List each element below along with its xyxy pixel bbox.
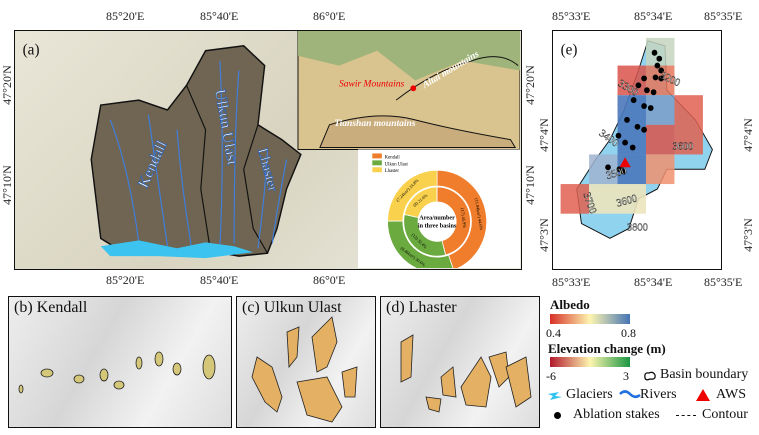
ablation-stake — [615, 132, 622, 139]
a-bottom-tick: 85°20'E — [106, 273, 145, 287]
ablation-stake — [641, 103, 647, 110]
a-bottom-tick: 86°0'E — [313, 273, 346, 287]
svg-text:3800: 3800 — [627, 222, 648, 233]
ablation-stake — [652, 74, 659, 81]
donut-legend: Kendall Ulkun Ulast Lhaster — [372, 153, 408, 174]
ablation-stake — [651, 49, 658, 56]
panel-c-label: (c) Ulkun Ulast — [242, 299, 342, 316]
panel-a-map: Kendall Ulkun Ulast Lhaster (a) Sawir Mo… — [14, 30, 522, 270]
panel-b-map: (b) Kendall — [8, 296, 232, 428]
a-top-tick: 85°20'E — [106, 9, 145, 23]
ablation-stake — [634, 123, 641, 130]
albedo-title: Albedo — [550, 297, 590, 312]
e-bottom-tick: 85°34'E — [634, 275, 673, 289]
glaciers-icon — [548, 392, 562, 400]
panel-d-label: (d) Lhaster — [386, 299, 457, 316]
panel-e-label: (e) — [561, 41, 578, 58]
albedo-max: 0.8 — [621, 326, 636, 340]
ablation-stake — [620, 168, 627, 175]
e-right-tick: 47°4'N — [741, 105, 755, 165]
e-left-tick: 47°3'N — [537, 205, 551, 265]
ablation-stake — [647, 105, 654, 111]
albedo-min: 0.4 — [546, 326, 561, 340]
ablation-stake — [635, 82, 642, 89]
ablation-stake — [641, 75, 647, 82]
ablation-stake — [644, 87, 650, 94]
donut-center-1: Area/number — [419, 215, 455, 222]
donut-inner-slice — [436, 186, 471, 256]
donut-center-2: in three basins — [418, 222, 457, 229]
inset-label-tianshan: Tianshan mountains — [334, 118, 416, 129]
ablation-stake-icon — [554, 412, 561, 419]
elev-max: 3 — [623, 369, 629, 383]
panel-c-map: (c) Ulkun Ulast — [236, 296, 376, 428]
glaciers-label: Glaciers — [566, 387, 613, 402]
panel-b-label: (b) Kendall — [14, 299, 88, 316]
aws-label: AWS — [716, 387, 746, 402]
aws-marker — [619, 157, 631, 168]
a-right-tick: 47°10'N — [523, 155, 537, 215]
ablation-stake — [629, 144, 636, 151]
a-left-tick: 47°10'N — [0, 155, 14, 215]
svg-text:Lhaster: Lhaster — [385, 169, 400, 174]
inset-label-sawir: Sawir Mountains — [339, 78, 405, 89]
ablation-stake — [605, 164, 611, 171]
svg-text:Kendall: Kendall — [385, 155, 401, 160]
contour-label: Contour — [702, 407, 748, 422]
donut-outer-slice — [387, 169, 438, 222]
a-bottom-tick: 85°40'E — [200, 273, 239, 287]
e-bottom-tick: 85°35'E — [704, 275, 743, 289]
e-top-tick: 85°35'E — [704, 9, 743, 23]
panel-e-map: 3200 3300 3400 3500 3600 3600 3700 3800 … — [552, 30, 722, 270]
ablation-stake — [650, 89, 657, 96]
svg-text:3600: 3600 — [673, 141, 694, 152]
panel-d-map: (d) Lhaster — [380, 296, 540, 428]
donut-inner-slice — [404, 186, 438, 218]
location-inset: Sawir Mountains Altai mountains Tianshan… — [297, 31, 520, 150]
ablation-stake — [656, 55, 663, 62]
a-top-tick: 86°0'E — [313, 9, 346, 23]
e-left-tick: 47°4'N — [537, 105, 551, 165]
ablation-stake — [622, 139, 628, 146]
ablation-stakes-label: Ablation stakes — [573, 407, 660, 422]
ablation-stake — [658, 67, 665, 74]
a-left-tick: 47°20'N — [0, 55, 14, 115]
donut-outer-label: (11.84km²) 44.6% — [474, 198, 484, 231]
donut-inner-label: (17) 45.9% — [460, 208, 467, 229]
basin-area — [90, 45, 302, 257]
aws-icon — [696, 389, 710, 401]
ablation-stake — [641, 126, 647, 133]
rivers-label: Rivers — [640, 387, 677, 402]
elev-title: Elevation change (m) — [548, 341, 666, 356]
donut-outer-slice — [436, 169, 487, 268]
rivers-icon — [619, 390, 641, 398]
svg-text:Ulkun Ulast: Ulkun Ulast — [385, 162, 409, 167]
e-top-tick: 85°33'E — [552, 9, 591, 23]
e-bottom-tick: 85°33'E — [552, 275, 591, 289]
donut-chart: (11.84km²) 44.6%(8.46km²) 30.6%(7.24km²)… — [387, 169, 487, 268]
e-right-tick: 47°3'N — [741, 205, 755, 265]
a-right-tick: 47°20'N — [523, 55, 537, 115]
elev-colorbar — [550, 357, 630, 367]
a-top-tick: 85°40'E — [200, 9, 239, 23]
ablation-stake — [630, 97, 637, 104]
panel-a-label: (a) — [23, 41, 40, 58]
elev-min: -6 — [546, 369, 556, 383]
e-top-tick: 85°34'E — [634, 9, 673, 23]
ablation-stake — [654, 62, 661, 69]
basin-boundary-label: Basin boundary — [660, 367, 749, 382]
albedo-colorbar — [550, 314, 630, 324]
ablation-stake — [658, 75, 665, 82]
ablation-stake — [624, 116, 630, 123]
contour-icon — [676, 415, 696, 416]
basin-boundary-icon — [644, 371, 656, 381]
